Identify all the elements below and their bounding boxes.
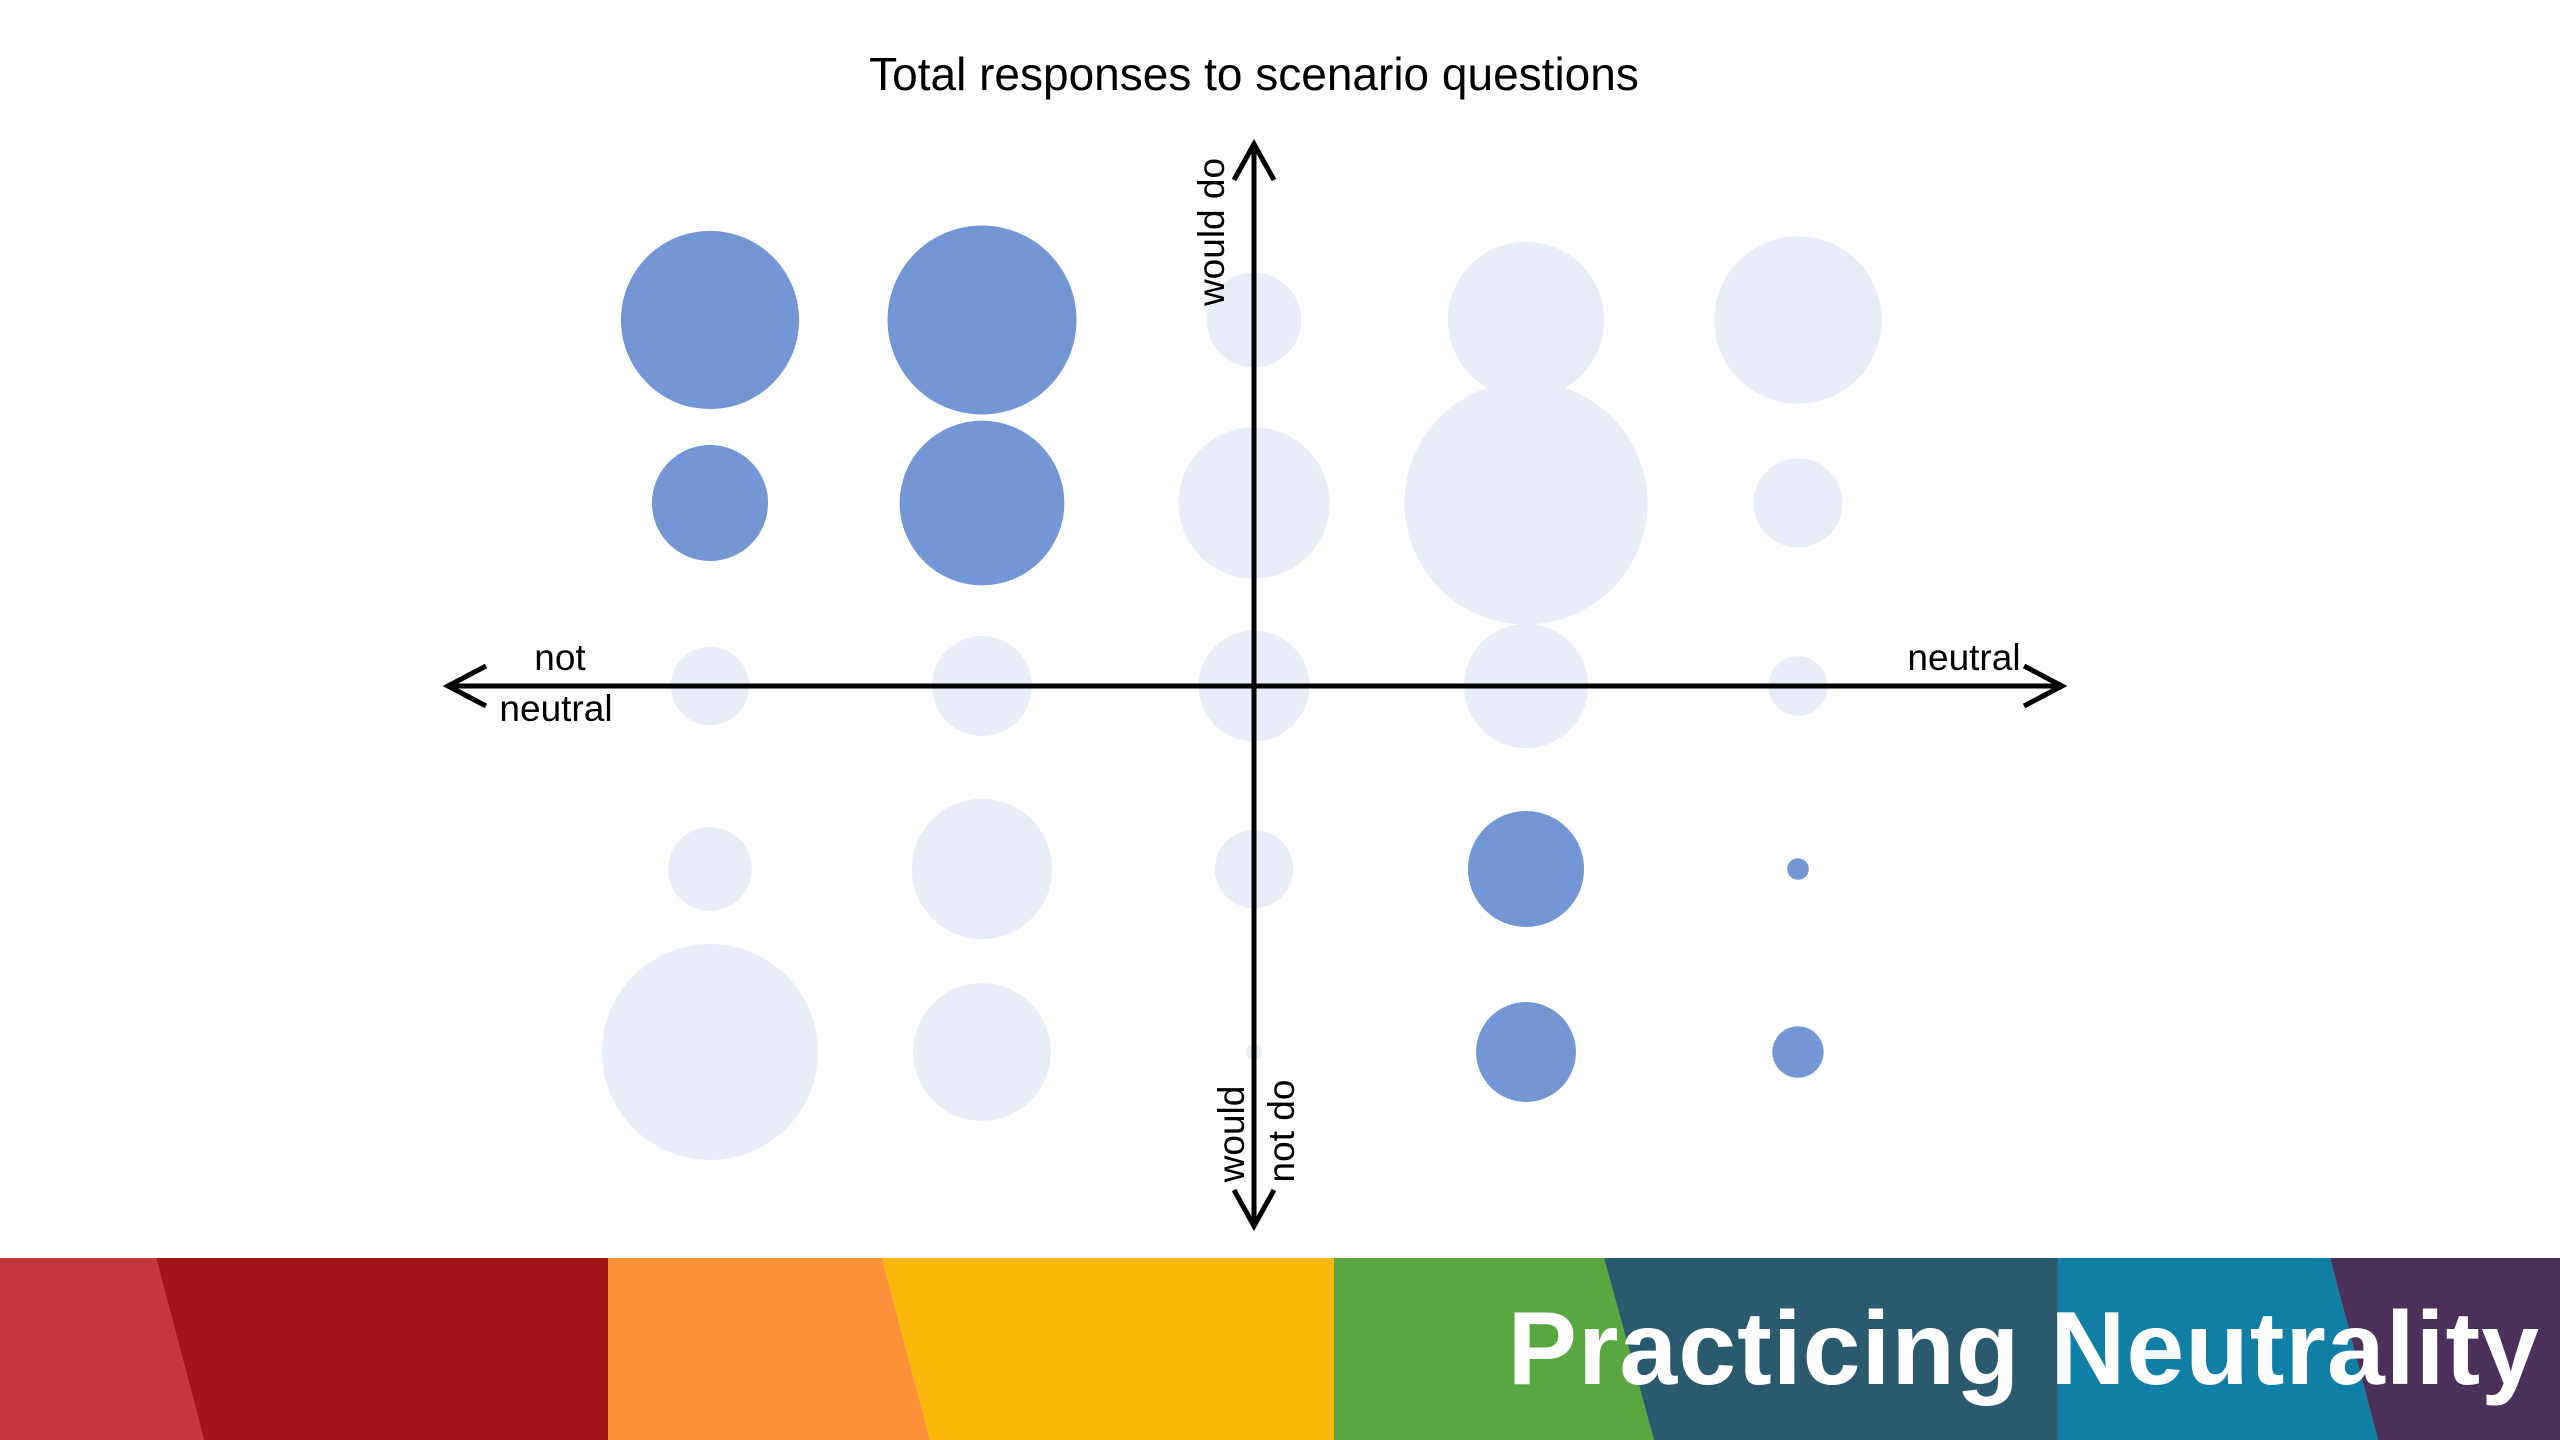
bubble-highlight-1--2 — [1476, 1002, 1576, 1102]
x-axis-negative-label-line2: neutral — [499, 688, 612, 729]
bubble-highlight--1-2 — [887, 225, 1077, 415]
chart-title: Total responses to scenario questions — [869, 48, 1639, 100]
bubble-chart: Total responses to scenario questions no… — [442, 48, 2068, 1232]
bubble-light--1--1 — [911, 798, 1053, 940]
stripe-2 — [156, 1258, 608, 1440]
footer-banner: Practicing Neutrality — [0, 1258, 2560, 1440]
bubble-light-2-1 — [1753, 458, 1843, 548]
y-axis-bottom-arrowhead — [1231, 1188, 1277, 1232]
x-axis-positive-label: neutral — [1907, 637, 2020, 678]
bubble-light-1-1 — [1404, 381, 1648, 625]
bubble-highlight--1-1 — [899, 420, 1065, 586]
bubble-highlight-1--1 — [1467, 810, 1585, 928]
x-axis-negative-label-line1: not — [534, 637, 586, 678]
y-axis-negative-label-line1: would — [1211, 1086, 1252, 1184]
axes — [442, 138, 2068, 1232]
bubble-highlight--2-1 — [651, 444, 769, 562]
stripe-7 — [2058, 1258, 2378, 1440]
bubble-light--1--2 — [913, 983, 1051, 1121]
bubble-highlight--2-2 — [620, 230, 800, 410]
bubble-light--2--1 — [668, 827, 752, 911]
y-axis-negative-label-line2: not do — [1261, 1080, 1302, 1183]
banner-title: Practicing Neutrality — [1507, 1290, 2540, 1407]
bubble-light-2-2 — [1714, 236, 1882, 404]
stripe-3 — [608, 1258, 930, 1440]
y-axis-positive-label: would do — [1191, 158, 1232, 307]
bubble-light--2--2 — [602, 944, 818, 1160]
bubble-layer-highlight — [620, 225, 1824, 1102]
bubble-light-1-2 — [1447, 241, 1605, 399]
stripe-4 — [882, 1258, 1334, 1440]
stripe-5 — [1334, 1258, 1654, 1440]
bubble-highlight-2--2 — [1772, 1026, 1824, 1078]
stripe-6 — [1604, 1258, 2058, 1440]
bubble-highlight-2--1 — [1787, 858, 1809, 880]
stripe-1 — [0, 1258, 204, 1440]
stripe-8 — [2330, 1258, 2560, 1440]
x-axis-left-arrowhead — [442, 663, 488, 709]
x-axis-right-arrowhead — [2022, 663, 2068, 709]
axis-labels: not neutral neutral would do would not d… — [499, 158, 2020, 1183]
rainbow-stripes — [0, 1258, 2560, 1440]
y-axis-top-arrowhead — [1231, 138, 1277, 182]
bubble-layer-light — [602, 236, 1882, 1160]
